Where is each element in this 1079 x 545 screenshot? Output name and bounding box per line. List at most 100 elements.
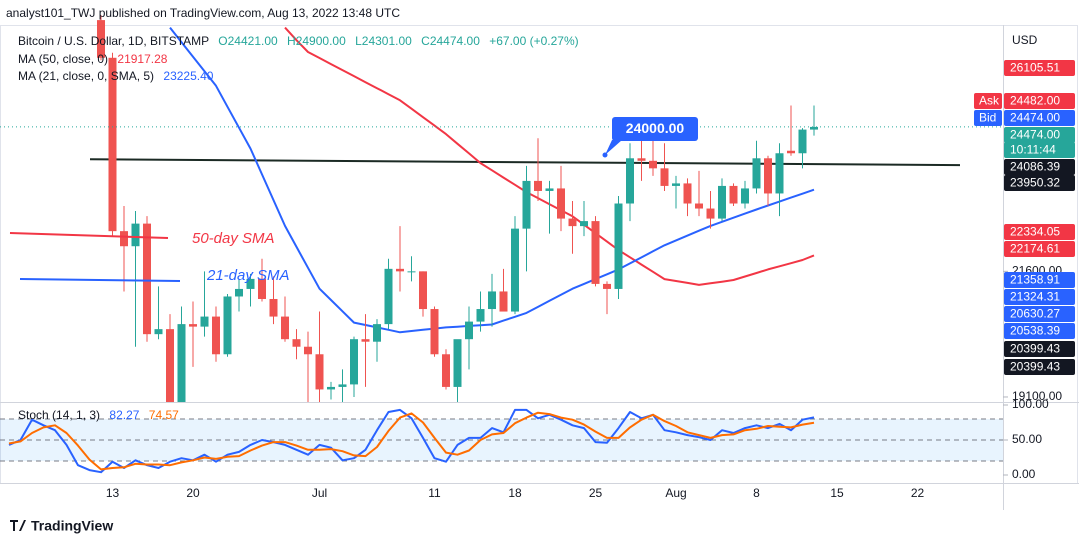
- callout-box: [612, 117, 698, 141]
- candle-body: [189, 324, 197, 327]
- candle-body: [177, 324, 186, 402]
- price-tag-label: 20538.39: [1010, 324, 1060, 338]
- candle-body: [97, 20, 105, 58]
- candle-body: [338, 384, 347, 387]
- candle-body: [672, 183, 680, 186]
- candle-body: [212, 316, 220, 355]
- price-tag-label: 22174.61: [1010, 242, 1060, 256]
- candle-body: [488, 291, 496, 310]
- candle-body: [649, 160, 657, 169]
- candle-body: [718, 185, 726, 219]
- candle-body: [637, 158, 646, 161]
- candle-body: [258, 278, 266, 299]
- price-tag-prefix: [974, 110, 1002, 126]
- price-tag: [1004, 289, 1075, 305]
- price-tag-label: 26105.51: [1010, 61, 1060, 75]
- legend-name: MA (50, close, 0): [18, 52, 108, 66]
- price-tag-label: 20399.43: [1010, 342, 1060, 356]
- candle-body: [787, 150, 795, 154]
- x-tick-label: 20: [186, 486, 200, 500]
- y-tick-label: 100.00: [1012, 397, 1049, 411]
- candle-body: [603, 283, 611, 289]
- candle-body: [442, 354, 450, 387]
- candle-body: [764, 158, 772, 194]
- price-tag-label: 23950.32: [1010, 176, 1060, 190]
- price-tag: [1004, 142, 1075, 158]
- sma21-drawing: [19, 278, 181, 282]
- x-tick-label: Aug: [665, 486, 686, 500]
- x-tick-label: 11: [428, 486, 441, 500]
- quote-close: C24474.00: [421, 34, 480, 48]
- candle-body: [465, 321, 473, 340]
- candle-body: [154, 329, 163, 335]
- candle-body: [614, 203, 623, 289]
- annotation: 50-day SMA: [192, 230, 275, 247]
- price-tag: [1004, 93, 1075, 109]
- candle-body: [281, 316, 289, 340]
- callout-pointer: [605, 140, 622, 155]
- y-tick-label: 19100.00: [1012, 389, 1062, 403]
- candle-body: [511, 228, 519, 312]
- price-tag-label: 24474.00: [1010, 128, 1060, 142]
- candle-body: [580, 221, 588, 227]
- quote-high: H24900.00: [287, 34, 346, 48]
- price-tag: [1004, 359, 1075, 375]
- price-tag: [1004, 272, 1075, 288]
- candle-body: [453, 339, 462, 387]
- price-tag-label: 24482.00: [1010, 94, 1060, 108]
- overlay: 50-day SMA 21-day SMA 24000.00: [9, 117, 698, 284]
- candle-body: [246, 278, 255, 289]
- candle-body: [292, 339, 301, 347]
- main-pane: [0, 15, 1003, 402]
- price-tag-label: 20630.27: [1010, 307, 1060, 321]
- stoch-k-value: 82.27: [109, 408, 139, 422]
- candle-body: [568, 218, 577, 227]
- quote-open: O24421.00: [218, 34, 278, 48]
- callout-anchor: [602, 152, 608, 158]
- price-tag-label: 24474.00: [1010, 111, 1060, 125]
- candle-body: [315, 354, 324, 390]
- candle-body: [591, 221, 600, 284]
- symbol-line: Bitcoin / U.S. Dollar, 1D, BITSTAMP O244…: [18, 34, 579, 48]
- quote-low: L24301.00: [355, 34, 412, 48]
- price-tag: [1004, 110, 1075, 126]
- price-tag: [1004, 306, 1075, 322]
- x-tick-label: 15: [830, 486, 844, 500]
- stoch-d-value: 74.57: [149, 408, 179, 422]
- candle-body: [706, 208, 715, 219]
- annotation: 21-day SMA: [206, 267, 290, 284]
- x-tick-label: 22: [911, 486, 925, 500]
- price-tag: [1004, 224, 1075, 240]
- price-tag-label: 21324.31: [1010, 290, 1060, 304]
- stoch-band: [0, 419, 1003, 461]
- price-tag-label: 20399.43: [1010, 360, 1060, 374]
- price-tag: [1004, 159, 1075, 175]
- price-tag-prefix-label: Ask: [979, 94, 1000, 108]
- x-tick-label: 18: [508, 486, 522, 500]
- callout-label: 24000.00: [626, 120, 685, 136]
- candle-body: [419, 271, 427, 310]
- candle-body: [660, 168, 669, 186]
- price-tag: [1004, 323, 1075, 339]
- legend-name: MA (21, close, 0, SMA, 5): [18, 69, 154, 83]
- x-tick-label: 25: [589, 486, 603, 500]
- footer-text: TradingView: [31, 518, 113, 534]
- footer-logo: TradingView: [10, 518, 113, 534]
- legend-ma21: MA (21, close, 0, SMA, 5) 23225.40: [18, 69, 214, 83]
- stoch-legend: Stoch (14, 1, 3) 82.27 74.57: [18, 408, 179, 422]
- candle-body: [534, 180, 542, 191]
- candle-body: [557, 188, 565, 219]
- logo-icon: [10, 520, 26, 531]
- stoch-pane: [0, 408, 1003, 474]
- x-tick-label: 13: [106, 486, 120, 500]
- candle-body: [304, 346, 312, 355]
- candle-body: [269, 298, 278, 317]
- candle-body: [143, 223, 151, 335]
- x-tick-label: 8: [753, 486, 760, 500]
- currency: USD: [1012, 33, 1038, 47]
- candle-body: [775, 153, 784, 194]
- quote-change: +67.00 (+0.27%): [489, 34, 578, 48]
- candle-body: [327, 386, 335, 390]
- candle-body: [695, 203, 703, 209]
- price-tag-label: 24086.39: [1010, 160, 1060, 174]
